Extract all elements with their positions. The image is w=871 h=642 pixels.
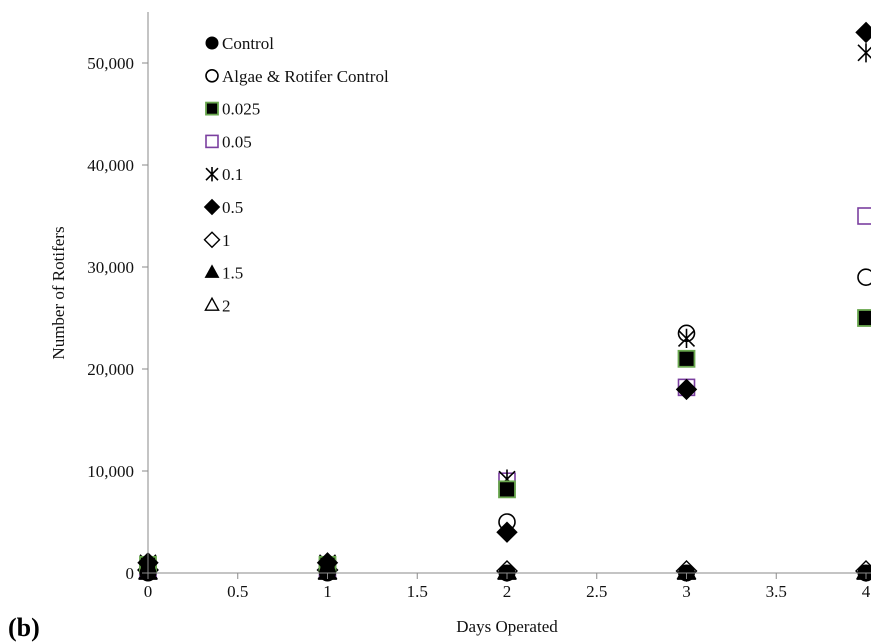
marker-layer xyxy=(137,21,871,582)
y-tick-label: 10,000 xyxy=(87,462,134,481)
legend-item: 2 xyxy=(204,296,231,315)
legend-item: Control xyxy=(205,34,274,53)
legend-label: 0.5 xyxy=(222,198,243,217)
point-0-025-4 xyxy=(857,309,871,327)
legend-label: 0.025 xyxy=(222,100,260,119)
y-tick-label: 0 xyxy=(126,564,135,583)
x-tick-label: 1.5 xyxy=(407,582,428,601)
point-algae-rotifer-control-4 xyxy=(857,268,871,286)
x-tick-label: 0 xyxy=(144,582,153,601)
point-0-025-3 xyxy=(677,349,696,368)
legend-label: 0.05 xyxy=(222,132,252,151)
x-tick-label: 4 xyxy=(862,582,871,601)
legend-item: 0.5 xyxy=(203,198,243,217)
point-0-5-4 xyxy=(855,21,871,44)
y-tick-label: 40,000 xyxy=(87,156,134,175)
legend-marker xyxy=(205,101,219,116)
legend-marker xyxy=(205,167,219,182)
x-tick-label: 1 xyxy=(323,582,332,601)
x-axis-title: Days Operated xyxy=(456,617,558,636)
legend-label: 2 xyxy=(222,296,231,315)
axes-layer: 0 10,000 20,000 30,000 40,000 50,000 0 0.5 1 1.5 2… xyxy=(87,12,871,601)
y-tick-label: 50,000 xyxy=(87,54,134,73)
y-tick-label: 30,000 xyxy=(87,258,134,277)
x-tick-label: 3.5 xyxy=(766,582,787,601)
legend-item: 0.025 xyxy=(205,100,260,119)
point-0-5-2 xyxy=(496,521,518,543)
point-0-025-2 xyxy=(498,480,516,499)
legend-item: 1 xyxy=(203,231,231,250)
point-0-1-4 xyxy=(857,43,871,63)
legend-item: Algae & Rotifer Control xyxy=(205,67,389,86)
legend-marker xyxy=(204,264,220,278)
legend-label: 0.1 xyxy=(222,165,243,184)
legend-marker xyxy=(203,198,221,216)
y-tick-label: 20,000 xyxy=(87,360,134,379)
legend-item: 0.05 xyxy=(205,132,252,151)
point-0-05-4 xyxy=(857,207,871,225)
x-tick-label: 2.5 xyxy=(586,582,607,601)
legend-label: 1 xyxy=(222,231,231,250)
legend-label: 1.5 xyxy=(222,264,243,283)
panel-label: (b) xyxy=(8,613,40,642)
point-0-1-3 xyxy=(677,328,696,348)
legend-marker xyxy=(204,296,220,311)
point-0-5-3 xyxy=(675,378,698,401)
legend: Control Algae & Rotifer Control 0.025 0.05 0… xyxy=(203,34,389,315)
legend-marker xyxy=(203,231,221,249)
legend-marker xyxy=(205,134,219,149)
legend-marker xyxy=(205,69,219,83)
legend-label: Control xyxy=(222,34,274,53)
legend-item: 1.5 xyxy=(204,264,243,283)
legend-marker xyxy=(205,36,219,50)
x-tick-label: 2 xyxy=(503,582,512,601)
legend-item: 0.1 xyxy=(205,165,243,184)
y-axis-title: Number of Rotifers xyxy=(49,226,68,359)
x-tick-label: 0.5 xyxy=(227,582,248,601)
x-tick-label: 3 xyxy=(682,582,691,601)
legend-label: Algae & Rotifer Control xyxy=(222,67,389,86)
